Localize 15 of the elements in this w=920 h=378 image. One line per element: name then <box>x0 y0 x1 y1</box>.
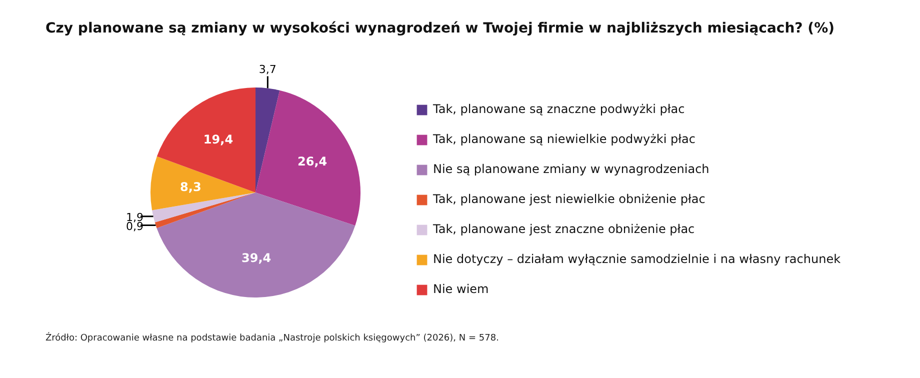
legend-label: Tak, planowane są niewielkie podwyżki płac <box>433 132 696 146</box>
data-label: 1,9 <box>126 210 144 224</box>
data-label: 39,4 <box>242 251 272 266</box>
legend-label: Nie są planowane zmiany w wynagrodzeniach <box>433 162 710 176</box>
data-label: 3,7 <box>258 63 276 76</box>
legend-label: Tak, planowane jest znaczne obniżenie płac <box>433 222 695 236</box>
data-label: 26,4 <box>298 154 328 168</box>
chart-title: Czy planowane są zmiany w wysokości wynagrodzeń w Twojej firmie w najbliższych miesiącach? (%) <box>46 20 834 36</box>
legend-label: Tak, planowane są znaczne podwyżki płac <box>433 102 685 116</box>
data-label: 8,3 <box>180 180 202 194</box>
legend-label: Nie dotyczy – działam wyłącznie samodzielnie i na własny rachunek <box>433 252 841 266</box>
legend-label: Tak, planowane jest niewielkie obniżenie płac <box>433 192 706 206</box>
legend-label: Nie wiem <box>433 282 489 296</box>
data-label: 19,4 <box>203 132 234 147</box>
text: Źródło: Opracowanie własne na podstawie badania „Nastroje polskich księgowych” (2026), N = 578. <box>46 332 499 344</box>
